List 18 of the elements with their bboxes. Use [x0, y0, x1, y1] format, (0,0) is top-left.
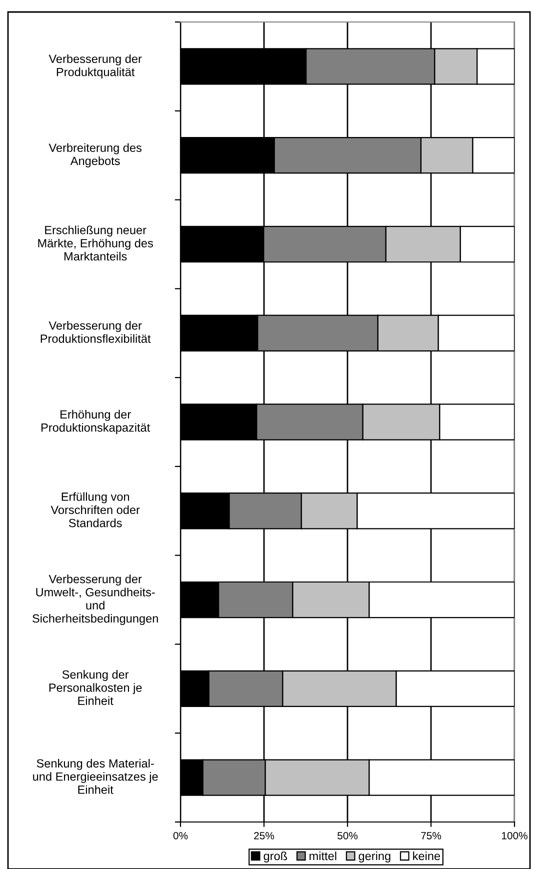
x-tick-label: 0%	[173, 832, 188, 840]
legend-label: groß	[264, 851, 288, 862]
x-tick-label: 75%	[421, 832, 442, 840]
x-tick-label: 100%	[502, 832, 528, 840]
y-tick-label: Senkung des Material- und Energieeinsatzes je Einheit	[33, 758, 158, 794]
y-tick-label: Erhöhung der Produktionskapazität	[42, 410, 150, 434]
y-tick-label: Verbesserung der Umwelt-, Gesundheits- und Sicherheitsbedingungen	[32, 574, 158, 625]
y-tick-label: Erschließung neuer Märkte, Erhöhung des Marktanteils	[38, 226, 153, 261]
y-tick-label: Senkung der Personalkosten je Einheit	[49, 670, 142, 705]
y-tick-label: Verbreiterung des Angebots	[48, 143, 142, 168]
legend-label: keine	[413, 851, 440, 860]
y-tick-label: Erfüllung von Vorschriften oder Standards	[50, 492, 140, 528]
y-tick-label: Verbesserung der Produktionsflexibilität	[40, 321, 151, 343]
legend-label: gering	[358, 851, 390, 862]
y-tick-label: Verbesserung der Produktqualität	[48, 54, 142, 79]
x-tick-label: 25%	[254, 832, 274, 840]
legend-label: mittel	[310, 851, 336, 860]
x-tick-label: 50%	[337, 832, 358, 840]
